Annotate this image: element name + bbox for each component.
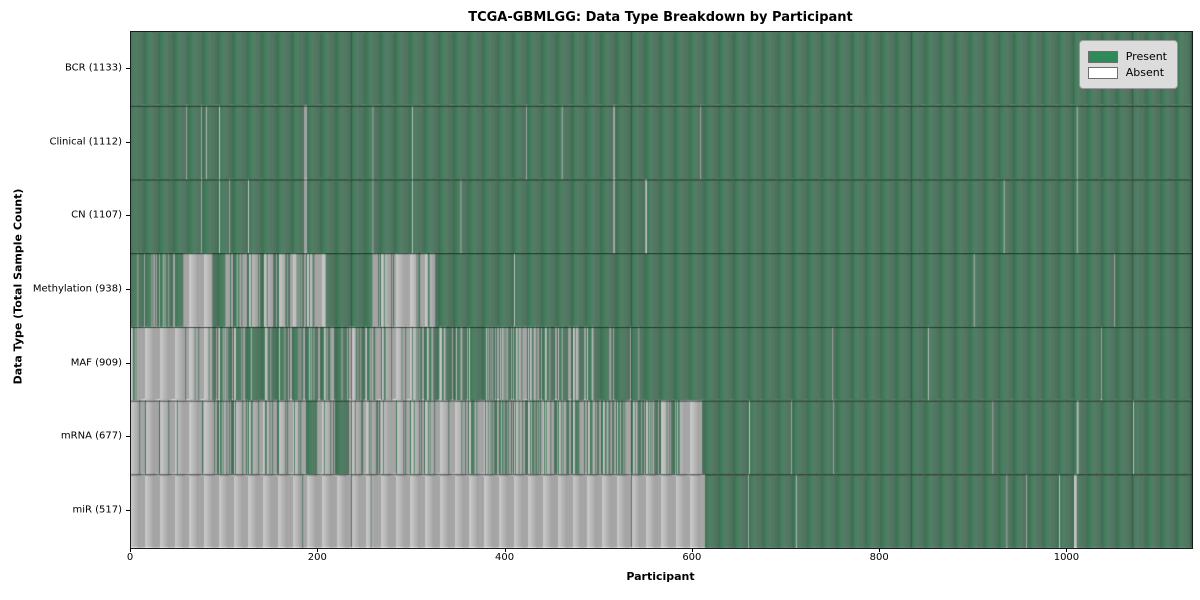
- legend-item-absent: Absent: [1087, 66, 1167, 79]
- x-tick-mark: [879, 548, 881, 552]
- y-tick-label-mir: miR (517): [72, 504, 122, 516]
- y-tick-label-maf: MAF (909): [70, 357, 122, 369]
- heatmap-canvas: [131, 32, 1192, 548]
- present-swatch: [1087, 50, 1118, 63]
- x-axis-label: Participant: [626, 570, 695, 583]
- x-tick-mark: [1066, 548, 1068, 552]
- legend-item-present: Present: [1087, 50, 1167, 63]
- absent-swatch: [1087, 66, 1118, 79]
- x-tick-mark: [317, 548, 319, 552]
- y-tick-mark: [126, 67, 130, 69]
- y-tick-mark: [126, 436, 130, 438]
- legend-label-absent: Absent: [1125, 66, 1165, 79]
- x-tick-label: 600: [682, 552, 702, 563]
- y-tick-label-methylation: Methylation (938): [32, 283, 122, 295]
- x-tick-label: 1000: [1053, 552, 1080, 563]
- y-tick-mark: [126, 362, 130, 364]
- plot-area: [130, 31, 1193, 549]
- y-tick-mark: [126, 141, 130, 143]
- x-tick-mark: [691, 548, 693, 552]
- x-tick-label: 400: [495, 552, 515, 563]
- y-tick-mark: [126, 510, 130, 512]
- x-tick-mark: [130, 548, 131, 552]
- y-tick-label-mrna: mRNA (677): [60, 430, 122, 442]
- chart-title: TCGA-GBMLGG: Data Type Breakdown by Part…: [468, 10, 853, 25]
- y-axis-label: Data Type (Total Sample Count): [11, 188, 25, 385]
- y-tick-mark: [126, 289, 130, 290]
- y-tick-label-cn: CN (1107): [71, 209, 122, 221]
- x-tick-mark: [504, 548, 506, 552]
- y-tick-label-clinical: Clinical (1112): [49, 136, 123, 148]
- legend: Present Absent: [1078, 40, 1178, 89]
- x-tick-label: 800: [869, 552, 889, 563]
- y-tick-label-bcr: BCR (1133): [64, 62, 122, 74]
- y-tick-mark: [126, 215, 130, 217]
- legend-label-present: Present: [1125, 50, 1167, 63]
- x-tick-label: 0: [126, 552, 134, 563]
- x-tick-label: 200: [307, 552, 327, 563]
